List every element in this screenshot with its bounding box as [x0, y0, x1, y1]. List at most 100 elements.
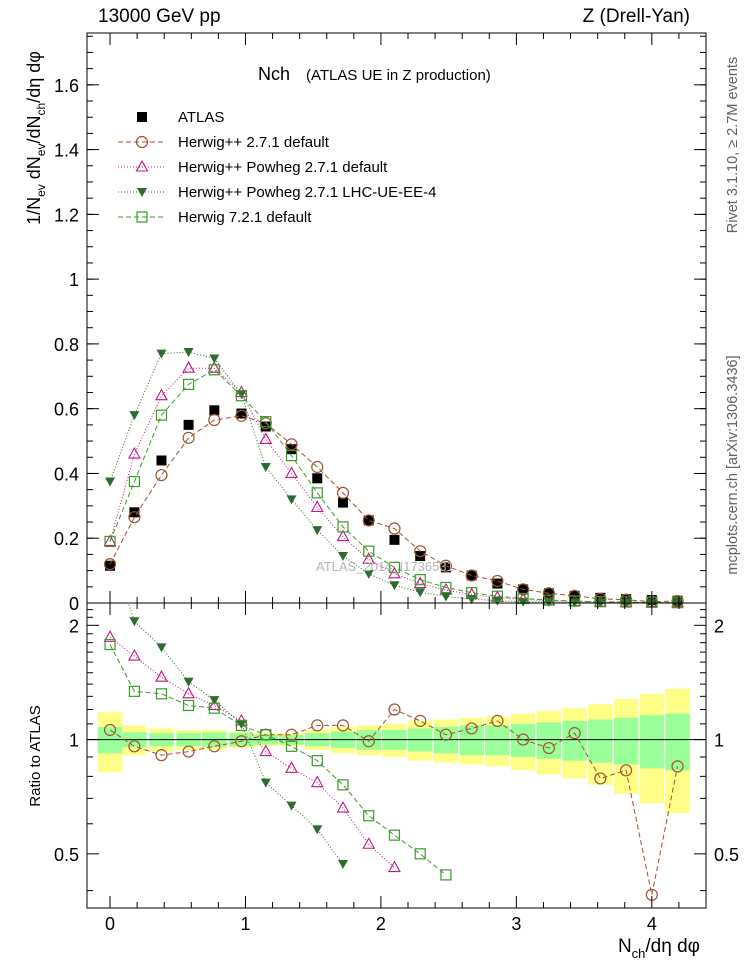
- ratio-data-point: [337, 860, 348, 870]
- main-data-point: [286, 444, 297, 455]
- ratio-data-point: [465, 722, 478, 735]
- ratio-data-point: [285, 728, 298, 741]
- main-data-point: [103, 534, 117, 547]
- main-data-point: [389, 534, 400, 545]
- main-data-point: [260, 416, 272, 428]
- main-data-point: [105, 560, 116, 571]
- main-y-tick-label: 0: [69, 594, 79, 614]
- ratio-data-point: [388, 829, 401, 841]
- main-data-point: [285, 466, 298, 479]
- ratio-band-inner: [485, 725, 510, 756]
- main-data-point: [260, 462, 271, 472]
- plot-title: Nch: [258, 64, 290, 84]
- header-process-label: Z (Drell-Yan): [582, 6, 690, 27]
- main-data-point: [594, 596, 606, 608]
- ratio-data-point: [127, 648, 141, 661]
- ratio-data-point: [208, 740, 221, 753]
- ratio-data-point: [440, 869, 452, 881]
- main-data-point: [620, 596, 632, 608]
- main-y-tick-label: 1.4: [54, 141, 79, 161]
- main-data-point: [362, 552, 376, 564]
- ratio-data-point: [259, 744, 273, 757]
- ratio-data-point: [311, 755, 323, 767]
- main-data-point: [105, 477, 116, 487]
- ratio-data-point: [156, 643, 167, 653]
- main-data-point: [182, 361, 196, 373]
- main-data-point: [440, 592, 451, 602]
- main-data-point: [183, 348, 194, 358]
- legend-marker: [135, 135, 149, 149]
- header-energy-label: 13000 GeV pp: [98, 6, 221, 27]
- main-series-4: [104, 364, 684, 609]
- main-data-point: [128, 475, 141, 488]
- main-data-point: [440, 581, 452, 594]
- legend-entry: Herwig++ 2.7.1 default: [178, 134, 330, 151]
- main-data-point: [209, 405, 220, 416]
- ratio-data-point: [235, 719, 248, 731]
- x-tick-label: 3: [511, 914, 521, 934]
- ratio-data-point: [388, 703, 401, 716]
- main-data-point: [465, 569, 478, 582]
- ratio-data-point: [103, 723, 117, 737]
- legend-marker: [137, 188, 147, 197]
- ratio-y-tick-label: 2: [69, 616, 79, 636]
- ratio-data-point: [594, 772, 607, 785]
- main-y-tick-label: 0.6: [54, 400, 79, 420]
- main-data-point: [103, 558, 117, 571]
- svg-text:Nch/dη dφ: Nch/dη dφ: [618, 936, 700, 961]
- ratio-band-inner: [588, 719, 613, 763]
- main-data-point: [285, 450, 298, 462]
- ratio-data-point: [414, 848, 426, 860]
- x-tick-label: 1: [240, 914, 250, 934]
- ratio-data-point: [491, 714, 504, 728]
- ratio-series-line: [127, 603, 344, 865]
- main-data-point: [311, 487, 323, 499]
- ratio-data-point: [182, 745, 195, 758]
- ratio-data-point: [209, 696, 220, 706]
- main-series-line: [109, 367, 678, 604]
- ratio-band-inner: [536, 722, 562, 759]
- ratio-data-point: [568, 727, 581, 740]
- ratio-data-point: [182, 699, 195, 712]
- analysis-watermark: ATLAS_2014_I1736531: [316, 559, 454, 574]
- legend-marker: [137, 112, 147, 122]
- ratio-band-inner: [459, 725, 484, 756]
- main-data-point: [439, 559, 453, 572]
- svg-text:1/Nev dNev/dNch/dη dφ: 1/Nev dNev/dNch/dη dφ: [24, 51, 48, 225]
- legend-entry: Herwig++ Powheg 2.7.1 default: [178, 159, 388, 176]
- main-data-point: [337, 552, 348, 562]
- x-axis-label: Nch/dη dφ: [618, 936, 700, 961]
- main-data-point: [517, 583, 530, 596]
- legend-entry: ATLAS: [178, 109, 224, 126]
- main-data-point: [440, 562, 451, 573]
- main-data-point: [127, 446, 141, 459]
- ratio-plot-area: [87, 688, 706, 814]
- main-y-tick-label: 0.2: [54, 529, 79, 549]
- main-data-point: [414, 574, 426, 586]
- main-data-point: [129, 507, 140, 518]
- main-data-point: [337, 521, 349, 533]
- ratio-data-point: [336, 800, 350, 813]
- ratio-data-point: [235, 735, 248, 748]
- main-y-tick-label: 0.4: [54, 464, 79, 484]
- main-data-point: [235, 409, 248, 422]
- legend-marker: [135, 159, 149, 172]
- main-data-point: [312, 473, 323, 484]
- main-data-point: [208, 364, 220, 376]
- legend-marker: [136, 211, 148, 223]
- ratio-y-tick-label-right: 2: [714, 616, 724, 636]
- ratio-series-line: [109, 708, 679, 895]
- ratio-y-tick-label: 0.5: [54, 845, 79, 865]
- main-data-point: [207, 361, 221, 373]
- ratio-y-axis-label: Ratio to ATLAS: [27, 705, 44, 806]
- main-axes: 0 0.2 0.4 0.6 0.8 1 1.2 1.4 1.6: [54, 32, 707, 614]
- x-tick-label: 2: [376, 914, 386, 934]
- main-series-line: [109, 369, 678, 604]
- main-data-point: [209, 354, 220, 364]
- main-y-tick-label: 1.2: [54, 205, 79, 225]
- ratio-band-inner: [97, 726, 123, 754]
- main-data-point: [414, 545, 427, 558]
- main-data-point: [388, 561, 401, 573]
- main-data-point: [466, 587, 478, 599]
- legend: ATLAS Herwig++ 2.7.1 default Herwig++ Powh…: [118, 109, 436, 226]
